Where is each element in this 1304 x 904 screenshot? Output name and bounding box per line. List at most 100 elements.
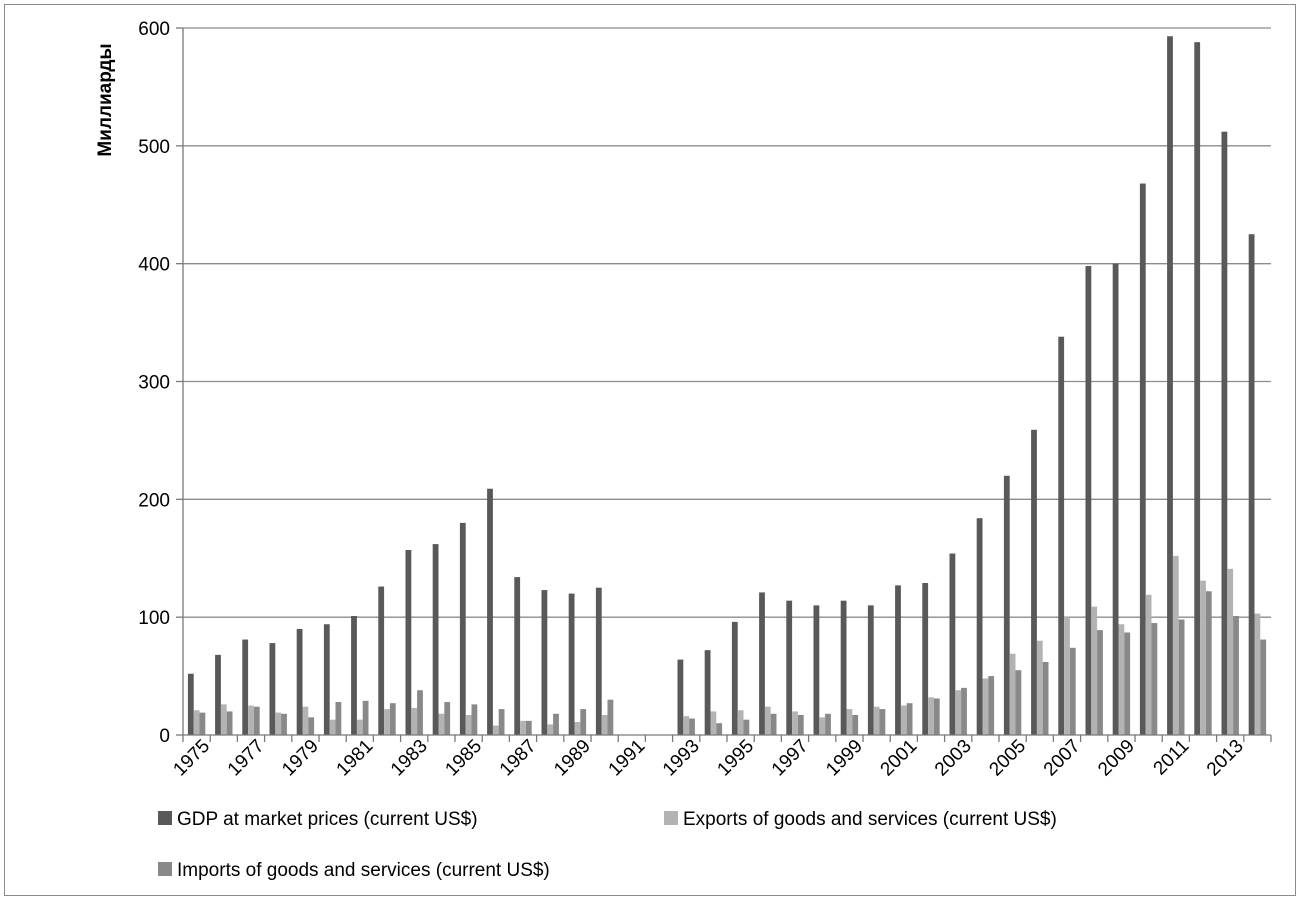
- bar-s2-2005: [1015, 670, 1022, 735]
- bar-s2-1998: [825, 713, 831, 735]
- bar-s2-1981: [362, 700, 369, 735]
- x-tick-label: 1993: [659, 736, 704, 781]
- bar-s1-1984: [438, 713, 445, 735]
- bar-s1-1976: [220, 704, 227, 735]
- x-tick-label: 1977: [224, 736, 269, 781]
- x-tick-label: 2001: [877, 736, 922, 781]
- bar-s1-2001: [900, 705, 907, 735]
- bar-s0-1978: [269, 643, 276, 735]
- bar-s0-1989: [568, 593, 575, 735]
- bar-s0-1986: [487, 488, 493, 735]
- bar-s0-1981: [351, 615, 357, 735]
- bar-s1-2011: [1172, 555, 1179, 735]
- bar-s1-2000: [873, 706, 880, 735]
- x-tick-label: 1989: [550, 736, 595, 781]
- x-tick-label: 2003: [931, 736, 976, 781]
- bar-s0-1975: [187, 673, 194, 735]
- bar-s2-1999: [852, 714, 859, 735]
- bar-s0-1984: [432, 544, 439, 735]
- bar-s0-1977: [242, 639, 249, 735]
- legend: GDP at market prices (current US$) Export…: [158, 809, 1057, 881]
- bar-s0-1987: [514, 577, 521, 735]
- x-tick-label: 1985: [441, 736, 486, 781]
- bar-s0-2009: [1112, 263, 1119, 735]
- bar-s1-1986: [492, 725, 499, 735]
- bar-s0-2011: [1167, 36, 1173, 735]
- bar-s0-2003: [949, 553, 956, 735]
- chart-frame: 0 100 200 300 400 500 600 1975 1977 1979 1981 1983…: [4, 4, 1296, 896]
- bar-s2-1988: [553, 713, 559, 735]
- bar-s0-1980: [323, 624, 330, 735]
- axes: [182, 28, 1272, 742]
- bar-s1-1979: [302, 706, 309, 735]
- bar-s1-2007: [1064, 617, 1070, 735]
- bar-s2-1978: [281, 713, 287, 735]
- bar-s0-2013: [1221, 131, 1228, 735]
- legend-label-2: Imports of goods and services (current U…: [177, 860, 550, 881]
- bar-s0-2012: [1194, 42, 1201, 735]
- x-tick-label: 1981: [333, 736, 378, 781]
- y-tick-label: 200: [138, 490, 170, 511]
- bar-s2-2004: [988, 676, 995, 735]
- bar-s1-1994: [710, 711, 717, 735]
- bar-s1-1990: [601, 714, 608, 735]
- bar-s1-1996: [764, 706, 771, 735]
- x-tick-label: 2005: [985, 736, 1030, 781]
- y-tick-label: 600: [138, 19, 170, 40]
- bar-s2-2014: [1260, 639, 1267, 735]
- bar-s1-1978: [275, 712, 282, 735]
- bar-s2-1990: [607, 699, 614, 735]
- x-tick-label: 1975: [169, 736, 214, 781]
- x-tick-labels: 1975 1977 1979 1981 1983 1985 1987 1989 1991 1993…: [169, 736, 1247, 781]
- bar-s1-1998: [819, 717, 826, 735]
- y-tick-label: 300: [138, 373, 170, 394]
- bar-s2-1980: [335, 702, 342, 735]
- y-tick-labels: 0 100 200 300 400 500 600: [138, 19, 170, 747]
- bar-s0-1994: [704, 650, 711, 735]
- bar-s0-1990: [595, 587, 602, 735]
- legend-swatch-1: [664, 811, 678, 825]
- bar-s2-1982: [389, 703, 396, 735]
- grid-lines: [176, 27, 1271, 736]
- bar-s0-1985: [459, 522, 466, 735]
- bar-s2-2010: [1151, 623, 1158, 735]
- bar-s0-1988: [541, 590, 548, 735]
- legend-label-1: Exports of goods and services (current U…: [683, 809, 1057, 830]
- bar-s0-2007: [1058, 336, 1065, 735]
- bar-s2-1996: [770, 713, 777, 735]
- x-tick-label: 1997: [768, 736, 813, 781]
- bar-s1-1988: [547, 724, 554, 735]
- bar-s1-1982: [384, 709, 390, 735]
- bar-s0-2001: [895, 585, 901, 735]
- x-tick-label: 1991: [605, 736, 650, 781]
- x-tick-label: 1987: [496, 736, 541, 781]
- bar-s2-1984: [444, 702, 451, 735]
- bar-s2-2002: [933, 698, 940, 735]
- bar-s2-1994: [716, 723, 723, 735]
- bar-s1-2014: [1254, 613, 1261, 735]
- bar-s0-1999: [840, 600, 847, 735]
- bar-s0-1997: [786, 600, 793, 735]
- y-tick-label: 0: [159, 726, 170, 747]
- bar-s0-2010: [1139, 183, 1146, 736]
- bar-s1-2009: [1118, 624, 1125, 735]
- bar-s0-1979: [296, 628, 303, 735]
- bar-s0-2006: [1031, 429, 1037, 735]
- bar-s1-1999: [846, 709, 853, 735]
- bar-s1-2004: [982, 678, 989, 735]
- bar-s2-1986: [498, 709, 505, 735]
- y-tick-label: 500: [138, 137, 170, 158]
- bar-s1-1997: [792, 711, 798, 735]
- bar-s1-1983: [411, 707, 418, 735]
- bar-s0-2002: [922, 582, 929, 735]
- bar-s0-1983: [405, 550, 412, 735]
- bar-s2-1993: [689, 718, 695, 735]
- bar-s1-2012: [1200, 580, 1206, 735]
- bar-s2-1975: [199, 712, 206, 735]
- bar-s2-2007: [1069, 647, 1076, 735]
- bar-s2-2013: [1233, 615, 1239, 735]
- bar-s1-2005: [1009, 653, 1016, 735]
- bar-s1-2003: [955, 690, 962, 735]
- bar-s1-1989: [574, 722, 581, 735]
- bar-s2-2009: [1124, 632, 1131, 735]
